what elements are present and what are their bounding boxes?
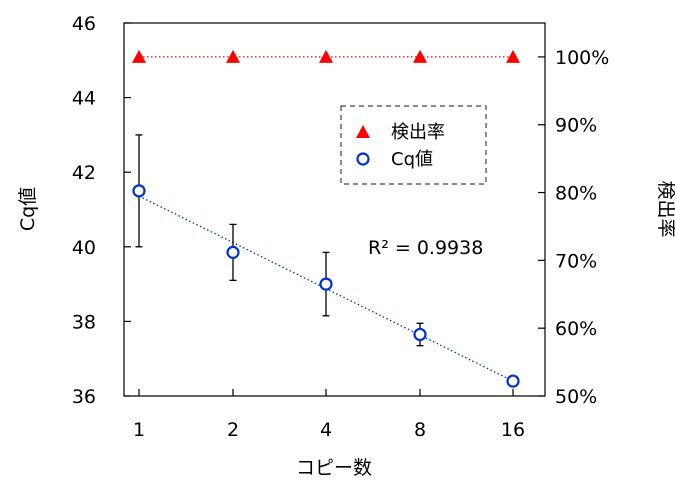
x-tick-label: 4 [320, 419, 332, 441]
left-tick-label: 42 [72, 162, 96, 184]
legend-triangle-marker [356, 125, 370, 138]
x-tick-label: 8 [414, 419, 426, 441]
right-tick-label: 90% [555, 115, 597, 137]
y-axis-right-title: 検出率 [655, 180, 675, 237]
detection-rate-point [319, 49, 333, 63]
cq-point [506, 374, 520, 388]
detection-rate-point [132, 49, 146, 63]
x-tick-label: 2 [227, 419, 239, 441]
right-tick-label: 50% [555, 386, 597, 408]
right-tick-label: 100% [555, 47, 609, 69]
x-tick-label: 1 [133, 419, 145, 441]
left-tick-label: 38 [72, 311, 96, 333]
left-tick-label: 46 [72, 13, 96, 35]
left-tick-label: 36 [72, 386, 96, 408]
cq-point [132, 184, 146, 198]
right-tick-label: 80% [555, 183, 597, 205]
left-tick-label: 44 [72, 88, 96, 110]
legend-label-cq: Cq値 [391, 149, 433, 170]
cq-series [132, 134, 520, 388]
detection-rate-point [413, 49, 427, 63]
detection-rate-point [506, 49, 520, 63]
r-squared-annotation: R² = 0.9938 [368, 237, 483, 259]
legend-box [340, 105, 487, 185]
cq-point [226, 245, 240, 259]
x-axis-title: コピー数 [296, 457, 372, 479]
y-axis-left-title: Cq値 [17, 187, 39, 231]
detection-rate-point [226, 49, 240, 63]
cq-point [319, 277, 333, 291]
left-tick-label: 40 [72, 237, 96, 259]
left-axis: 36 38 40 42 44 46 [72, 13, 131, 408]
cq-point [413, 327, 427, 342]
right-axis: 50% 60% 70% 80% 90% 100% [538, 47, 609, 408]
right-tick-label: 70% [555, 250, 597, 272]
right-tick-label: 60% [555, 318, 597, 340]
legend: 検出率 Cq値 [340, 105, 487, 185]
plot-area-frame [123, 22, 546, 397]
legend-label-detection-rate: 検出率 [391, 122, 445, 143]
x-axis: 1 2 4 8 16 [133, 389, 525, 441]
detection-rate-series [132, 49, 520, 63]
x-tick-label: 16 [501, 419, 525, 441]
legend-circle-marker [356, 152, 370, 166]
